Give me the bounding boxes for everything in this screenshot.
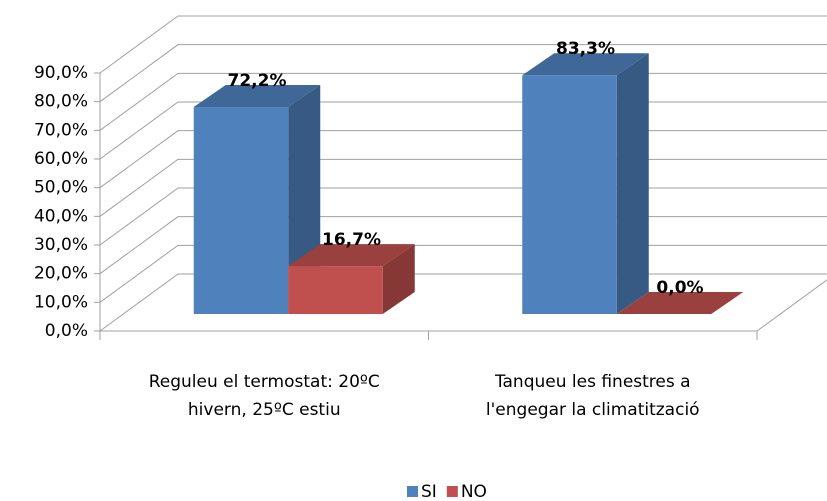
bar	[522, 53, 649, 314]
floor-edge	[756, 279, 827, 332]
grid-line	[99, 15, 827, 74]
bar-side	[616, 53, 649, 314]
y-tick-label: 70,0%	[34, 120, 88, 140]
y-tick-label: 80,0%	[34, 92, 88, 112]
legend-label: NO	[461, 482, 487, 501]
grid-line	[99, 44, 827, 103]
bar	[288, 244, 415, 314]
bar-front	[522, 75, 617, 314]
y-tick-label: 30,0%	[34, 235, 88, 255]
y-tick-label: 60,0%	[34, 149, 88, 169]
x-tick-label-line: Reguleu el termostat: 20ºC	[149, 372, 380, 392]
bar-front	[288, 266, 383, 314]
legend-label: SI	[421, 482, 437, 501]
bar-side	[382, 244, 415, 314]
y-tick-label: 50,0%	[34, 178, 88, 198]
x-tick-label: Tanqueu les finestres a l'engegar la clim…	[486, 372, 700, 420]
y-tick-label: 10,0%	[34, 292, 88, 312]
bar-top	[288, 244, 415, 267]
legend-swatch	[446, 486, 458, 497]
y-tick-label: 40,0%	[34, 206, 88, 226]
y-tick-label: 0,0%	[45, 321, 88, 341]
legend-swatch	[407, 486, 418, 497]
value-label: 83,3%	[556, 39, 615, 59]
x-tick-label-line: Tanqueu les finestres a	[494, 372, 691, 392]
bar-top	[616, 292, 744, 314]
bar	[616, 292, 744, 314]
bar-top	[522, 53, 649, 76]
bar-front	[193, 107, 289, 314]
value-label: 16,7%	[322, 230, 381, 250]
bar-top	[193, 85, 321, 108]
x-tick-label-line: l'engegar la climatització	[486, 400, 700, 420]
value-label: 0,0%	[656, 278, 703, 298]
y-tick-label: 20,0%	[34, 264, 88, 284]
x-tick-label-line: hivern, 25ºC estiu	[188, 400, 341, 420]
value-label: 72,2%	[228, 71, 287, 91]
x-tick-label: Reguleu el termostat: 20ºC hivern, 25ºC e…	[149, 372, 380, 420]
y-tick-label: 90,0%	[34, 63, 88, 83]
